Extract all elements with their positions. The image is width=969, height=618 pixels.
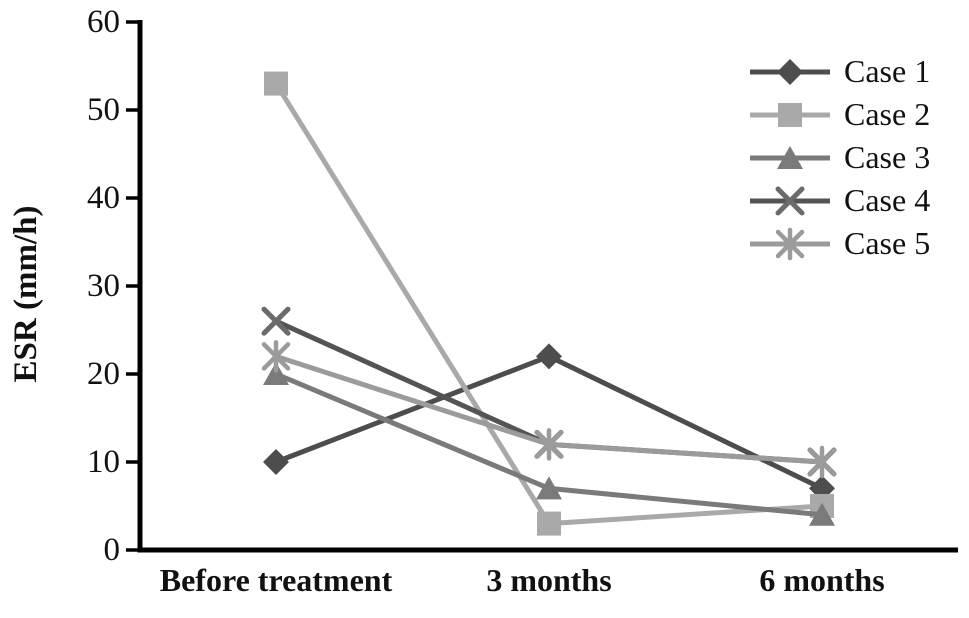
- legend-label: Case 2: [844, 96, 931, 132]
- legend-label: Case 1: [844, 53, 931, 89]
- square-marker-icon: [537, 511, 561, 536]
- legend-marker-diamond-icon: [750, 58, 830, 85]
- legend-label: Case 3: [844, 139, 931, 175]
- asterisk-marker-icon: [534, 428, 564, 461]
- y-tick-label: 50: [87, 92, 120, 128]
- y-tick-label: 20: [87, 356, 120, 392]
- legend-marker-triangle-icon: [750, 145, 830, 169]
- legend-label: Case 4: [844, 182, 931, 218]
- series-case-3: [263, 362, 835, 526]
- legend-label: Case 5: [844, 225, 931, 261]
- square-marker-icon: [264, 71, 288, 96]
- legend-marker-square-icon: [750, 102, 830, 127]
- legend: Case 1 Case 2 Case 3 Case 4 Case 5: [748, 50, 930, 265]
- series-case-5: [261, 340, 837, 479]
- y-tick-label: 60: [87, 4, 120, 40]
- legend-item: Case 5: [748, 222, 930, 265]
- series-case-2: [264, 71, 834, 536]
- legend-item: Case 2: [748, 93, 930, 136]
- x-marker-icon: [261, 306, 291, 336]
- triangle-marker-icon: [777, 145, 803, 169]
- triangle-marker-icon: [809, 502, 835, 526]
- y-tick-label: 0: [103, 532, 121, 568]
- square-marker-icon: [778, 102, 802, 127]
- asterisk-marker-icon: [775, 227, 805, 260]
- y-tick-label: 40: [87, 180, 120, 216]
- series-case-1: [263, 343, 835, 502]
- x-category-label: 3 months: [486, 562, 612, 598]
- triangle-marker-icon: [263, 362, 289, 385]
- asterisk-marker-icon: [261, 340, 291, 373]
- legend-item: Case 4: [748, 179, 930, 222]
- y-tick-label: 10: [87, 444, 120, 480]
- legend-item: Case 1: [748, 50, 930, 93]
- legend-marker-asterisk-icon: [750, 227, 830, 260]
- x-marker-icon: [775, 186, 805, 215]
- x-category-label: 6 months: [759, 562, 885, 598]
- legend-marker-x-icon: [750, 186, 830, 215]
- asterisk-marker-icon: [807, 445, 837, 479]
- diamond-marker-icon: [263, 449, 289, 475]
- legend-item: Case 3: [748, 136, 930, 179]
- x-category-label: Before treatment: [159, 562, 393, 598]
- diamond-marker-icon: [777, 58, 803, 85]
- triangle-marker-icon: [536, 476, 562, 500]
- y-tick-label: 30: [87, 268, 120, 304]
- series-line: [275, 353, 824, 491]
- diamond-marker-icon: [536, 343, 562, 370]
